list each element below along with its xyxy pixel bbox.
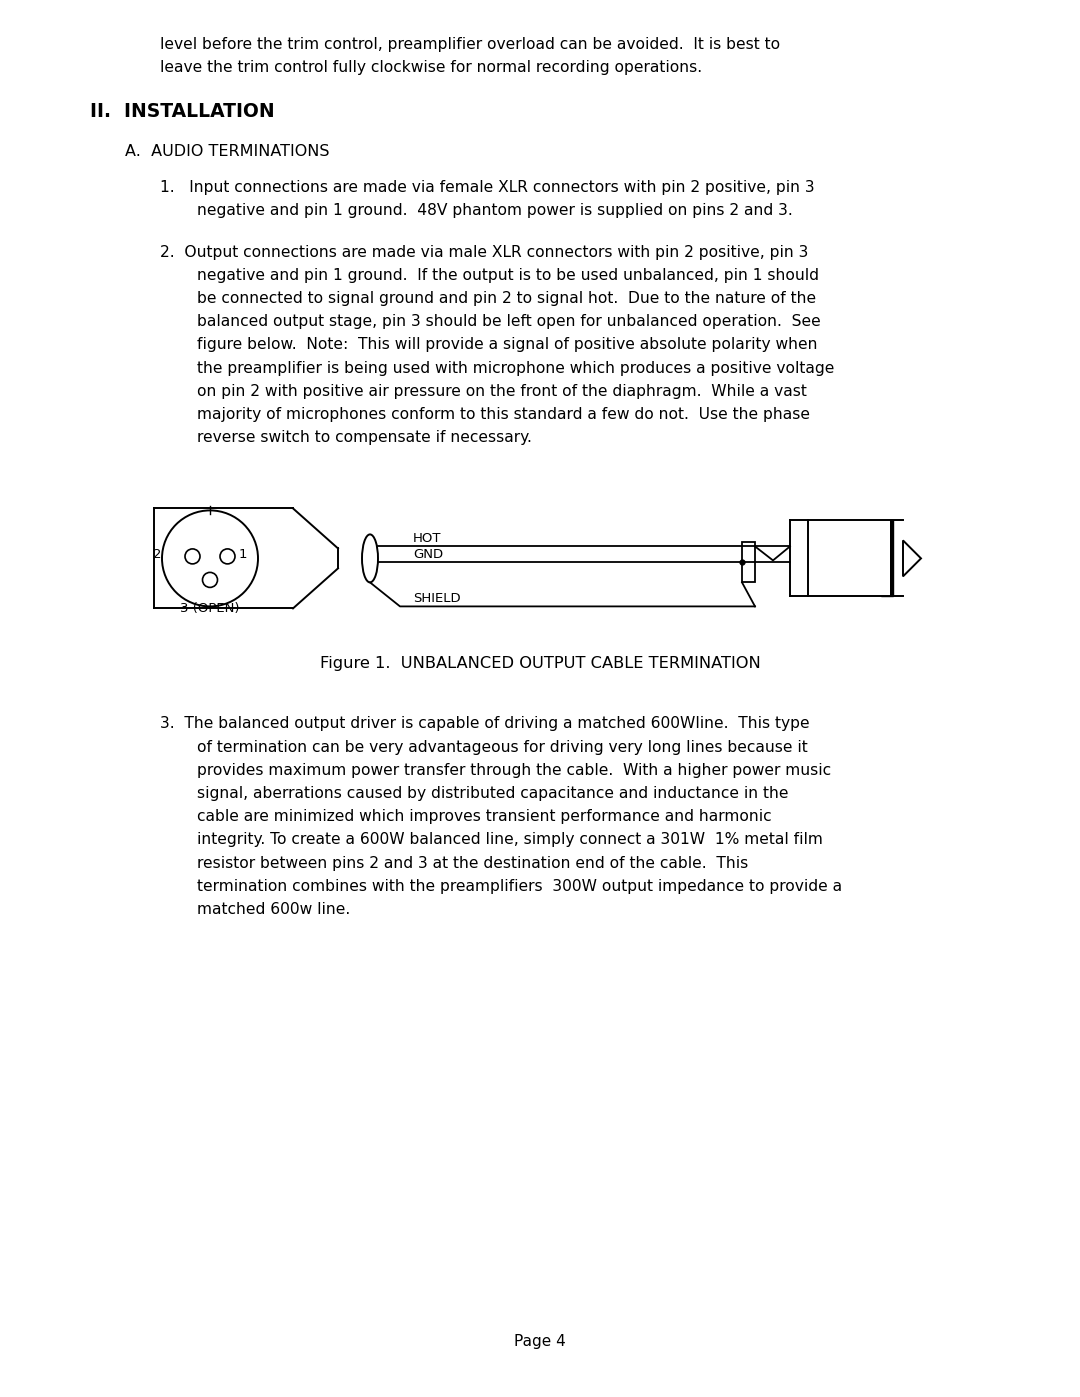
Text: termination combines with the preamplifiers  300W output impedance to provide a: termination combines with the preamplifi… — [197, 879, 842, 894]
Text: 3.  The balanced output driver is capable of driving a matched 600Wline.  This t: 3. The balanced output driver is capable… — [160, 717, 810, 732]
Text: A.  AUDIO TERMINATIONS: A. AUDIO TERMINATIONS — [125, 144, 329, 159]
Text: Page 4: Page 4 — [514, 1334, 566, 1350]
Text: II.  INSTALLATION: II. INSTALLATION — [90, 102, 274, 122]
Text: be connected to signal ground and pin 2 to signal hot.  Due to the nature of the: be connected to signal ground and pin 2 … — [197, 291, 816, 306]
Text: of termination can be very advantageous for driving very long lines because it: of termination can be very advantageous … — [197, 739, 808, 754]
Text: negative and pin 1 ground.  48V phantom power is supplied on pins 2 and 3.: negative and pin 1 ground. 48V phantom p… — [197, 204, 793, 218]
Text: signal, aberrations caused by distributed capacitance and inductance in the: signal, aberrations caused by distribute… — [197, 787, 788, 800]
Text: reverse switch to compensate if necessary.: reverse switch to compensate if necessar… — [197, 430, 531, 446]
Text: 2: 2 — [153, 548, 162, 562]
Text: GND: GND — [413, 549, 443, 562]
Text: Figure 1.  UNBALANCED OUTPUT CABLE TERMINATION: Figure 1. UNBALANCED OUTPUT CABLE TERMIN… — [320, 657, 760, 672]
Text: the preamplifier is being used with microphone which produces a positive voltage: the preamplifier is being used with micr… — [197, 360, 835, 376]
Text: cable are minimized which improves transient performance and harmonic: cable are minimized which improves trans… — [197, 809, 771, 824]
Bar — [881, 521, 893, 597]
Text: provides maximum power transfer through the cable.  With a higher power music: provides maximum power transfer through … — [197, 763, 832, 778]
Text: HOT: HOT — [413, 532, 442, 545]
Text: balanced output stage, pin 3 should be left open for unbalanced operation.  See: balanced output stage, pin 3 should be l… — [197, 314, 821, 330]
Text: SHIELD: SHIELD — [413, 592, 461, 605]
Text: on pin 2 with positive air pressure on the front of the diaphragm.  While a vast: on pin 2 with positive air pressure on t… — [197, 384, 807, 398]
Text: integrity. To create a 600W balanced line, simply connect a 301W  1% metal film: integrity. To create a 600W balanced lin… — [197, 833, 823, 848]
Text: leave the trim control fully clockwise for normal recording operations.: leave the trim control fully clockwise f… — [160, 60, 702, 75]
Text: 3 (OPEN): 3 (OPEN) — [180, 602, 240, 615]
Text: figure below.  Note:  This will provide a signal of positive absolute polarity w: figure below. Note: This will provide a … — [197, 338, 818, 352]
Text: 1: 1 — [239, 548, 247, 562]
Text: matched 600w line.: matched 600w line. — [197, 902, 350, 916]
Text: 1.   Input connections are made via female XLR connectors with pin 2 positive, p: 1. Input connections are made via female… — [160, 180, 814, 196]
Bar — [742, 542, 755, 583]
Text: negative and pin 1 ground.  If the output is to be used unbalanced, pin 1 should: negative and pin 1 ground. If the output… — [197, 268, 819, 282]
Text: 2.  Output connections are made via male XLR connectors with pin 2 positive, pin: 2. Output connections are made via male … — [160, 244, 808, 260]
Text: resistor between pins 2 and 3 at the destination end of the cable.  This: resistor between pins 2 and 3 at the des… — [197, 855, 748, 870]
Bar — [808, 521, 890, 597]
Text: level before the trim control, preamplifier overload can be avoided.  It is best: level before the trim control, preamplif… — [160, 36, 780, 52]
Text: majority of microphones conform to this standard a few do not.  Use the phase: majority of microphones conform to this … — [197, 407, 810, 422]
